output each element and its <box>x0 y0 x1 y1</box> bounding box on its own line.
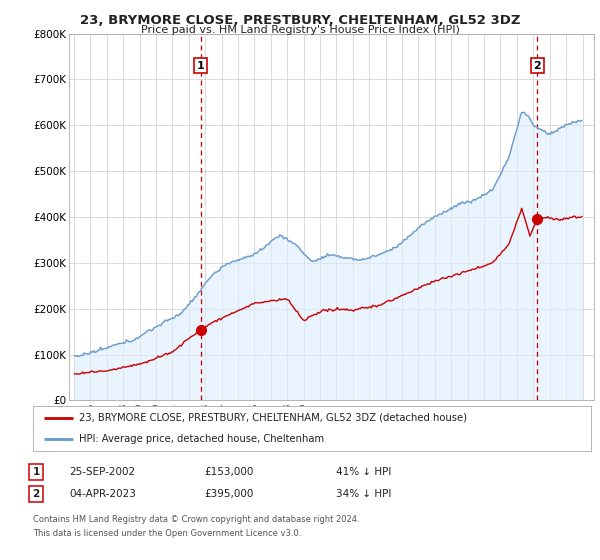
Text: 04-APR-2023: 04-APR-2023 <box>69 489 136 499</box>
Text: Price paid vs. HM Land Registry's House Price Index (HPI): Price paid vs. HM Land Registry's House … <box>140 25 460 35</box>
Text: £153,000: £153,000 <box>204 467 253 477</box>
Text: 1: 1 <box>197 60 205 71</box>
Text: HPI: Average price, detached house, Cheltenham: HPI: Average price, detached house, Chel… <box>79 434 324 444</box>
Text: 2: 2 <box>32 489 40 499</box>
Text: 25-SEP-2002: 25-SEP-2002 <box>69 467 135 477</box>
Text: 34% ↓ HPI: 34% ↓ HPI <box>336 489 391 499</box>
Text: 1: 1 <box>32 467 40 477</box>
Text: 2: 2 <box>533 60 541 71</box>
Text: This data is licensed under the Open Government Licence v3.0.: This data is licensed under the Open Gov… <box>33 529 301 538</box>
Text: Contains HM Land Registry data © Crown copyright and database right 2024.: Contains HM Land Registry data © Crown c… <box>33 515 359 524</box>
Text: 41% ↓ HPI: 41% ↓ HPI <box>336 467 391 477</box>
Text: 23, BRYMORE CLOSE, PRESTBURY, CHELTENHAM, GL52 3DZ (detached house): 23, BRYMORE CLOSE, PRESTBURY, CHELTENHAM… <box>79 413 467 423</box>
Text: 23, BRYMORE CLOSE, PRESTBURY, CHELTENHAM, GL52 3DZ: 23, BRYMORE CLOSE, PRESTBURY, CHELTENHAM… <box>80 14 520 27</box>
Text: £395,000: £395,000 <box>204 489 253 499</box>
